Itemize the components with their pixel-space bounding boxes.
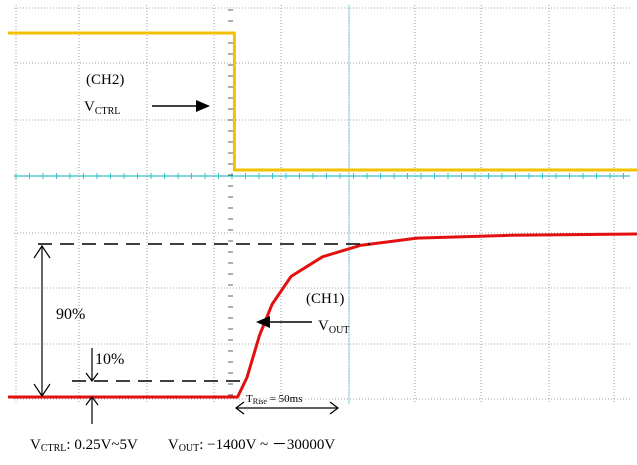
traces: [8, 31, 637, 399]
ch2-pointer-head: [196, 100, 210, 112]
voltage-range-caption: VCTRL: 0.25V~5V VOUT: −1400V ~ －30000V: [30, 433, 335, 454]
ch2-trace: [8, 31, 637, 172]
pct-90-label: 90%: [56, 306, 85, 323]
ctrl-range: VCTRL: 0.25V~5V: [30, 437, 138, 454]
ch1-pointer-head: [256, 316, 270, 328]
ch2-signal-name: VCTRL: [84, 99, 120, 117]
ch2-label: (CH2): [86, 72, 124, 88]
annotations: [33, 100, 370, 424]
rise-time-arrow-head-right: [329, 401, 339, 415]
rise-time-arrow-head-left: [235, 401, 245, 415]
pct-10-label: 10%: [95, 351, 124, 368]
out-range: VOUT: −1400V ~ －30000V: [167, 437, 336, 454]
center-axis: [14, 5, 630, 404]
grid: [14, 5, 630, 404]
pct-90-arrow-head-bottom: [33, 383, 51, 398]
ch1-signal-name: VOUT: [318, 318, 349, 336]
ch1-label: (CH1): [306, 291, 344, 307]
ch1-trace: [8, 232, 637, 399]
pct-10-arrow-head-lower: [85, 396, 99, 406]
pct-90-arrow-head-top: [33, 244, 51, 259]
rise-time-label: TRise = 50ms: [246, 393, 303, 406]
pct-10-arrow-head-upper: [85, 372, 99, 382]
